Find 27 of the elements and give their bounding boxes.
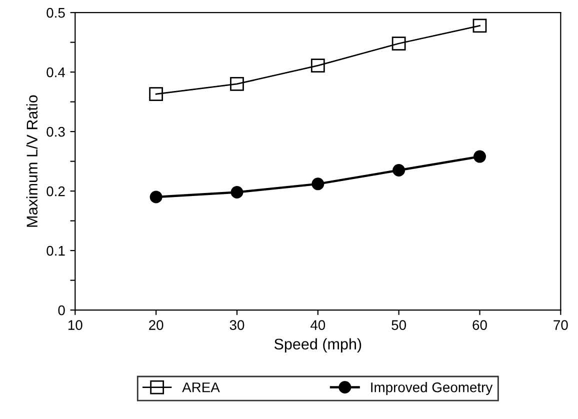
x-tick-label: 10 <box>68 320 82 330</box>
x-axis-title: Speed (mph) <box>274 338 362 353</box>
x-tick-label: 30 <box>230 320 244 330</box>
point <box>392 36 406 50</box>
x-tick-label: 60 <box>472 320 487 330</box>
x-tick-label: 70 <box>554 320 568 330</box>
y-axis-title: Maximum L/V Ratio <box>26 95 38 227</box>
point <box>310 58 325 72</box>
point <box>392 164 406 176</box>
point <box>472 18 487 33</box>
point <box>230 77 244 91</box>
point <box>230 186 244 199</box>
y-tick-label: 0 <box>58 305 65 316</box>
point <box>149 87 164 102</box>
y-tick-label: 0.3 <box>46 126 65 137</box>
y-tick-label: 0.5 <box>46 8 65 18</box>
point <box>312 178 324 190</box>
legend-label: Improved Geometry <box>371 382 493 396</box>
point <box>150 190 162 204</box>
y-tick-label: 0.4 <box>46 67 66 78</box>
legend-label: AREA <box>182 382 220 392</box>
y-tick-label: 0.2 <box>46 186 65 196</box>
y-tick-label: 0.1 <box>46 246 65 256</box>
point <box>473 150 486 163</box>
x-tick-label: 20 <box>149 320 164 330</box>
x-tick-label: 50 <box>392 320 406 330</box>
x-tick-label: 40 <box>310 320 326 330</box>
